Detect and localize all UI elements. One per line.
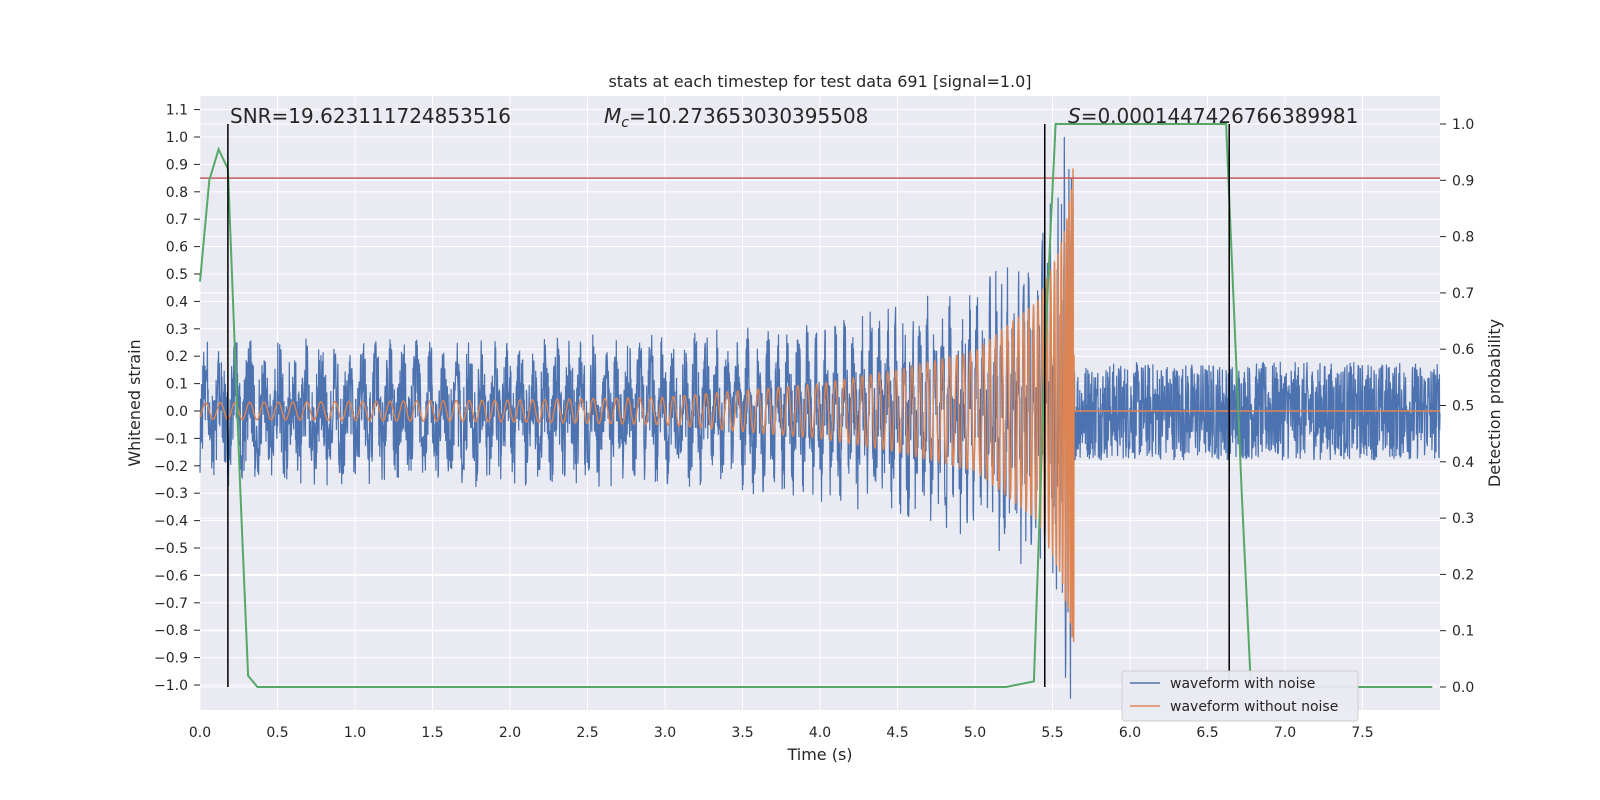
series-waveform-without-noise (199, 168, 1440, 643)
y-left-axis-label: Whitened strain (125, 339, 144, 466)
y-left-tick-label: 0.8 (166, 185, 188, 201)
y-left-tick-label: 1.0 (166, 130, 188, 146)
y-left-tick-label: 0.2 (166, 349, 188, 365)
x-tick-label: 6.0 (1119, 725, 1141, 741)
y-left-tick-label: −0.8 (154, 623, 188, 639)
traces (199, 123, 1441, 699)
x-tick-label: 2.0 (499, 725, 521, 741)
y-left-tick-label: −0.9 (154, 651, 188, 667)
y-right-tick-label: 1.0 (1452, 117, 1474, 133)
mc-symbol: M (604, 104, 621, 128)
chart-title: stats at each timestep for test data 691… (608, 72, 1031, 91)
y-right-axis-label: Detection probability (1485, 319, 1504, 487)
y-left-tick-label: 1.1 (166, 103, 188, 119)
x-tick-label: 3.5 (731, 725, 753, 741)
y-left-tick-label: 0.3 (166, 322, 188, 338)
legend-label-clean: waveform without noise (1170, 699, 1338, 715)
y-left-tick-label: −0.4 (154, 514, 188, 530)
snr-annotation: SNR=19.623111724853516 (230, 104, 511, 128)
y-left-tick-label: −0.6 (154, 568, 188, 584)
axes: 0.0 0.5 1.0 1.5 2.0 2.5 3.0 3.5 4.0 4.5 5.0 5.5 6.0 6… (154, 103, 1474, 741)
y-right-tick-label: 0.1 (1452, 624, 1474, 640)
s-annotation: S=0.00014474267663899​81 (1068, 104, 1358, 128)
y-right-tick-label: 0.0 (1452, 680, 1474, 696)
x-tick-label: 0.0 (189, 725, 211, 741)
y-left-tick-label: 0.7 (166, 212, 188, 228)
x-tick-label: 0.5 (266, 725, 288, 741)
s-symbol: S (1068, 104, 1081, 128)
mc-subscript: c (621, 115, 629, 131)
y-left-tick-label: −0.1 (154, 431, 188, 447)
y-left-tick-label: 0.9 (166, 157, 188, 173)
y-left-tick-label: 0.4 (166, 294, 188, 310)
s-value: =0.00014474267663899​81 (1081, 104, 1359, 128)
y-left-tick-label: −0.2 (154, 459, 188, 475)
x-tick-label: 1.5 (421, 725, 443, 741)
x-tick-label: 7.5 (1351, 725, 1373, 741)
x-tick-label: 5.0 (964, 725, 986, 741)
y-left-tick-label: 0.5 (166, 267, 188, 283)
y-left-tick-label: 0.6 (166, 240, 188, 256)
x-tick-label: 7.0 (1274, 725, 1296, 741)
y-left-tick-label: −0.5 (154, 541, 188, 557)
x-tick-label: 6.5 (1196, 725, 1218, 741)
y-right-tick-label: 0.2 (1452, 567, 1474, 583)
y-right-tick-label: 0.7 (1452, 286, 1474, 302)
x-tick-label: 3.0 (654, 725, 676, 741)
mc-annotation: Mc=10.273653030395508 (604, 104, 868, 131)
y-left-tick-label: −1.0 (154, 678, 188, 694)
x-tick-label: 4.5 (886, 725, 908, 741)
y-left-tick-label: −0.7 (154, 596, 188, 612)
y-right-tick-label: 0.5 (1452, 399, 1474, 415)
y-right-tick-label: 0.9 (1452, 173, 1474, 189)
legend-box (1121, 670, 1359, 722)
x-tick-label: 5.5 (1041, 725, 1063, 741)
y-right-tick-label: 0.4 (1452, 455, 1474, 471)
x-axis-label: Time (s) (786, 745, 852, 764)
legend: waveform with noise waveform without noi… (1121, 670, 1359, 722)
x-tick-label: 1.0 (344, 725, 366, 741)
y-left-tick-label: −0.3 (154, 486, 188, 502)
series-detection-probability (199, 123, 1433, 688)
mc-value: =10.273653030395508 (629, 104, 868, 128)
x-tick-label: 4.0 (809, 725, 831, 741)
y-left-tick-label: 0.1 (166, 377, 188, 393)
y-right-tick-label: 0.6 (1452, 342, 1474, 358)
x-tick-label: 2.5 (576, 725, 598, 741)
legend-label-noise: waveform with noise (1170, 676, 1315, 692)
y-right-tick-label: 0.8 (1452, 230, 1474, 246)
y-left-tick-label: 0.0 (166, 404, 188, 420)
y-right-tick-label: 0.3 (1452, 511, 1474, 527)
